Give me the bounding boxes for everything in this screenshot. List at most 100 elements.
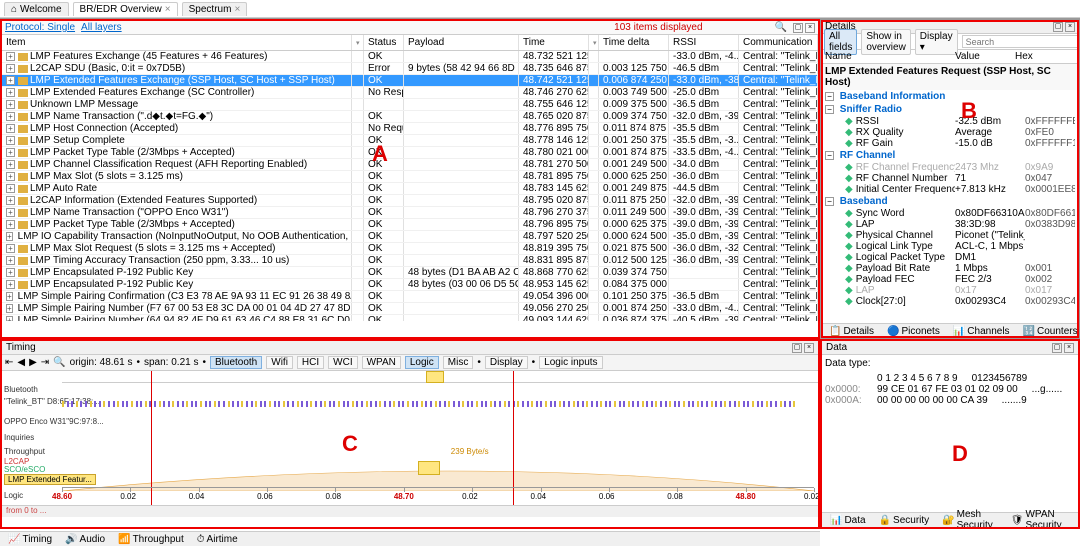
details-row[interactable]: ◆RF Channel Number710x047 [821, 173, 1079, 184]
close-icon[interactable]: × [234, 4, 240, 15]
tab-mesh-security[interactable]: 🔐Mesh Security [937, 509, 1003, 529]
close-panel-icon[interactable]: × [1065, 22, 1075, 32]
table-row[interactable]: +LMP Extended Features Exchange (SSP Hos… [2, 75, 818, 87]
col-status[interactable]: Status [364, 35, 404, 50]
table-row[interactable]: +LMP Packet Type Table (2/3Mbps + Accept… [2, 219, 818, 231]
details-row[interactable]: ◆Clock[27:0]0x00293C40x00293C4 [821, 296, 1079, 307]
details-row[interactable]: ◆Payload FECFEC 2/30x002 [821, 274, 1079, 285]
footer-tab-throughput[interactable]: 📶Throughput [113, 534, 189, 545]
footer-tab-airtime[interactable]: ⏱Airtime [192, 534, 243, 545]
footer-tab-timing[interactable]: 📈Timing [3, 534, 57, 545]
col-rssi[interactable]: RSSI [669, 35, 739, 50]
search-icon[interactable]: 🔍 [775, 22, 787, 33]
table-row[interactable]: +LMP Host Connection (Accepted)No Reque.… [2, 123, 818, 135]
details-row[interactable]: ◆LAP0x170x017 [821, 285, 1079, 296]
tab-security[interactable]: 🔒Security [874, 515, 935, 526]
tab-data[interactable]: 📊Data [825, 515, 871, 526]
filter-hci[interactable]: HCI [297, 356, 324, 369]
details-search-input[interactable] [962, 35, 1080, 48]
table-row[interactable]: +LMP Setup CompleteOK48.778 146 1250.001… [2, 135, 818, 147]
filter-logic-inputs[interactable]: Logic inputs [539, 356, 602, 369]
tab-counters[interactable]: 🔢Counters [1018, 326, 1080, 337]
footer-tab-audio[interactable]: 🔊Audio [60, 534, 110, 545]
details-group[interactable]: − Baseband Information [821, 90, 1079, 103]
table-row[interactable]: +LMP Encapsulated P-192 Public KeyOK48 b… [2, 279, 818, 291]
layers-filter[interactable]: All layers [81, 22, 122, 33]
undock-icon[interactable]: ▢ [793, 23, 803, 33]
tab-spectrum[interactable]: Spectrum× [182, 2, 248, 16]
filter-misc[interactable]: Misc [443, 356, 474, 369]
details-row[interactable]: ◆Initial Center Frequency ...+7.813 kHz0… [821, 184, 1079, 195]
timing-canvas[interactable]: Bluetooth"Telink_BT" D8:6F:17:38:...OPPO… [2, 371, 818, 505]
undock-icon[interactable]: ▢ [1053, 22, 1063, 32]
details-row[interactable]: ◆RSSI-32.5 dBm0xFFFFFFE0 [821, 116, 1079, 127]
details-row[interactable]: ◆RF Channel Frequency2473 Mhz0x9A9 [821, 162, 1079, 173]
col-timedelta[interactable]: Time delta [599, 35, 669, 50]
filter-display[interactable]: Display [485, 356, 528, 369]
nav-icon[interactable]: ⇤ [5, 357, 13, 368]
details-row[interactable]: ◆Sync Word0x80DF66310A925CE0x80DF6613 [821, 208, 1079, 219]
table-row[interactable]: +LMP Auto RateOK48.783 145 6250.001 249 … [2, 183, 818, 195]
details-group[interactable]: − Sniffer Radio [821, 103, 1079, 116]
nav-icon[interactable]: ◀ [17, 357, 25, 368]
tab-details[interactable]: 📋Details [824, 326, 879, 337]
table-row[interactable]: +LMP Simple Pairing Confirmation (C3 E3 … [2, 291, 818, 303]
col-time[interactable]: Time [519, 35, 589, 50]
det-col-name[interactable]: Name [821, 50, 951, 63]
hex-row[interactable]: 0x000A:00 00 00 00 00 00 CA 39.......9 [825, 395, 1075, 406]
tab-wpan-security[interactable]: 🛡WPAN Security [1006, 509, 1075, 529]
close-panel-icon[interactable]: × [1064, 343, 1074, 353]
zoom-icon[interactable]: 🔍 [53, 357, 65, 368]
hex-view[interactable]: Data type: 0 1 2 3 4 5 6 7 8 90123456789… [822, 355, 1078, 409]
selection-chip[interactable]: LMP Extended Featur... [4, 474, 96, 485]
table-row[interactable]: +LMP Encapsulated P-192 Public KeyOK48 b… [2, 267, 818, 279]
details-row[interactable]: ◆Physical ChannelPiconet ("Telink_BT" D8… [821, 230, 1079, 241]
filter-logic[interactable]: Logic [405, 356, 439, 369]
table-row[interactable]: +LMP Packet Type Table (2/3Mbps + Accept… [2, 147, 818, 159]
close-panel-icon[interactable]: × [804, 343, 814, 353]
nav-icon[interactable]: ▶ [29, 357, 37, 368]
table-row[interactable]: +LMP Features Exchange (45 Features + 46… [2, 51, 818, 63]
protocol-filter[interactable]: Protocol: Single [5, 22, 75, 33]
col-comm[interactable]: Communication [739, 35, 818, 50]
col-item[interactable]: Item [2, 35, 352, 50]
table-row[interactable]: +LMP Extended Features Exchange (SC Cont… [2, 87, 818, 99]
table-row[interactable]: +LMP Max Slot Request (5 slots = 3.125 m… [2, 243, 818, 255]
details-row[interactable]: ◆LAP38:3D:980x0383D98 [821, 219, 1079, 230]
details-group[interactable]: − Baseband [821, 195, 1079, 208]
det-col-value[interactable]: Value [951, 50, 1011, 63]
col-payload[interactable]: Payload [404, 35, 519, 50]
table-row[interactable]: +LMP Timing Accuracy Transaction (250 pp… [2, 255, 818, 267]
table-row[interactable]: +LMP Simple Pairing Number (F7 67 00 53 … [2, 303, 818, 315]
table-row[interactable]: +L2CAP Information (Extended Features Su… [2, 195, 818, 207]
table-row[interactable]: +L2CAP SDU (Basic, 0:it = 0x7D5B)Error9 … [2, 63, 818, 75]
table-row[interactable]: +LMP Simple Pairing Number (64 94 82 4F … [2, 315, 818, 321]
filter-wpan[interactable]: WPAN [362, 356, 401, 369]
details-row[interactable]: ◆RX QualityAverage0xFE0 [821, 127, 1079, 138]
close-panel-icon[interactable]: × [805, 23, 815, 33]
tab-channels[interactable]: 📊Channels [948, 326, 1015, 337]
details-row[interactable]: ◆Logical Link TypeACL-C, 1 Mbps [821, 241, 1079, 252]
details-row[interactable]: ◆Logical Packet TypeDM1 [821, 252, 1079, 263]
nav-icon[interactable]: ⇥ [41, 357, 49, 368]
table-body[interactable]: +LMP Features Exchange (45 Features + 46… [2, 51, 818, 321]
table-row[interactable]: +LMP Channel Classification Request (AFH… [2, 159, 818, 171]
details-body[interactable]: LMP Extended Features Request (SSP Host,… [821, 64, 1079, 323]
filter-wci[interactable]: WCI [328, 356, 357, 369]
tab-piconets[interactable]: 🔵Piconets [882, 326, 945, 337]
table-row[interactable]: +LMP Name Transaction ("OPPO Enco W31")O… [2, 207, 818, 219]
details-group[interactable]: − RF Channel [821, 149, 1079, 162]
table-row[interactable]: +LMP Max Slot (5 slots = 3.125 ms)OK48.7… [2, 171, 818, 183]
undock-icon[interactable]: ▢ [1052, 343, 1062, 353]
table-row[interactable]: +Unknown LMP Message48.755 646 1250.009 … [2, 99, 818, 111]
filter-wifi[interactable]: Wifi [266, 356, 293, 369]
table-row[interactable]: +LMP Name Transaction (".d◆t.◆t=FG.◆")OK… [2, 111, 818, 123]
details-row[interactable]: ◆RF Gain-15.0 dB0xFFFFFF1 [821, 138, 1079, 149]
details-row[interactable]: ◆Payload Bit Rate1 Mbps0x001 [821, 263, 1079, 274]
undock-icon[interactable]: ▢ [792, 343, 802, 353]
hex-row[interactable]: 0x0000:99 CE 01 67 FE 03 01 02 09 00...g… [825, 384, 1075, 395]
table-row[interactable]: +LMP IO Capability Transaction (NoInputN… [2, 231, 818, 243]
tab-welcome[interactable]: ⌂Welcome [4, 2, 69, 16]
close-icon[interactable]: × [165, 4, 171, 15]
filter-bluetooth[interactable]: Bluetooth [210, 356, 262, 369]
